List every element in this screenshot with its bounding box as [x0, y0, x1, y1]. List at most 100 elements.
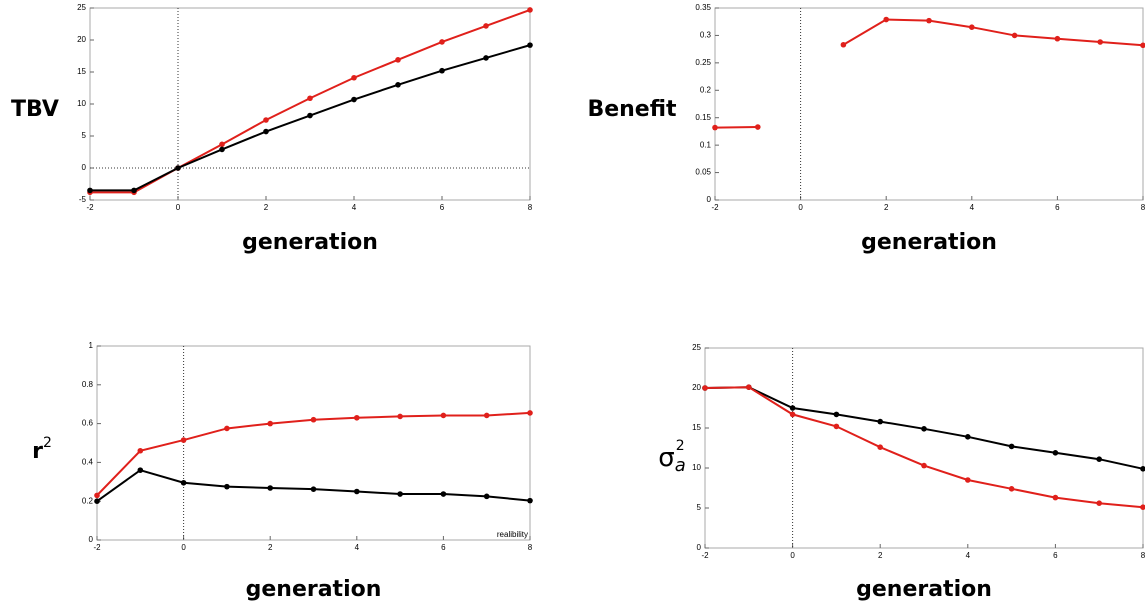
y-tick-label: 0 [82, 163, 87, 172]
point [224, 483, 230, 490]
point [789, 405, 796, 411]
x-tick-label: 8 [528, 543, 533, 552]
point [180, 479, 187, 486]
y-tick-label: 5 [697, 503, 702, 512]
x-tick-label: 0 [790, 551, 795, 560]
point [969, 24, 975, 31]
x-tick-label: 6 [441, 543, 446, 552]
point [1011, 32, 1018, 39]
point [310, 486, 317, 492]
x-tick-label: 4 [970, 203, 975, 212]
x-tick-label: 2 [878, 551, 883, 560]
point [746, 384, 752, 391]
point [87, 187, 93, 194]
point [307, 95, 313, 102]
y-tick-label: 5 [82, 131, 87, 140]
x-tick-label: 4 [355, 543, 360, 552]
point [1008, 486, 1015, 492]
y-tick-label: 0.3 [700, 31, 712, 40]
x-tick-label: 2 [264, 203, 269, 212]
plot-frame [704, 347, 1144, 549]
x-tick-label: -2 [93, 543, 101, 552]
y-tick-label: 10 [692, 463, 701, 472]
point [921, 462, 927, 469]
point [1140, 504, 1145, 510]
point [1140, 466, 1145, 472]
x-axis-label: generation [856, 577, 992, 602]
point [833, 423, 840, 430]
point [267, 485, 274, 491]
point [877, 418, 883, 425]
point [702, 385, 708, 391]
series-line [96, 411, 531, 497]
y-axis-label: Benefit [587, 97, 677, 122]
y-tick-label: 0.8 [82, 380, 94, 389]
point [483, 55, 489, 61]
series-line [90, 8, 531, 194]
plot-frame [714, 7, 1144, 201]
y-tick-label: 0.6 [82, 419, 94, 428]
y-label-sup: 2 [676, 438, 685, 454]
x-tick-label: -2 [701, 551, 709, 560]
point [219, 146, 225, 153]
point [833, 411, 840, 418]
x-axis-label: generation [242, 230, 378, 255]
y-tick-label: 0.15 [695, 113, 711, 122]
point [224, 425, 230, 432]
x-tick-label: 0 [176, 203, 181, 212]
point [877, 444, 883, 451]
point [965, 434, 971, 440]
y-tick-label: 20 [77, 35, 86, 44]
point [351, 96, 357, 103]
point [267, 420, 274, 427]
point [789, 411, 796, 418]
point [131, 187, 137, 194]
x-tick-label: 8 [1141, 203, 1145, 212]
point [483, 493, 490, 500]
x-tick-label: 6 [440, 203, 445, 212]
y-tick-label: 25 [77, 3, 86, 12]
point [840, 41, 847, 48]
x-tick-label: 2 [268, 543, 273, 552]
series-line [96, 469, 531, 503]
y-tick-label: 0.35 [695, 3, 711, 12]
point [439, 67, 445, 74]
point [397, 491, 403, 497]
point [527, 497, 533, 504]
x-tick-label: -2 [86, 203, 94, 212]
y-tick-label: 1 [89, 341, 94, 350]
point [397, 413, 403, 420]
y-tick-label: 0.05 [695, 168, 711, 177]
y-tick-label: 0 [697, 543, 702, 552]
point [180, 437, 187, 443]
y-label-base: r [32, 439, 43, 464]
point [527, 7, 533, 13]
x-tick-label: 0 [181, 543, 186, 552]
point [1140, 42, 1145, 49]
point [94, 498, 100, 505]
y-label-sup: 2 [43, 435, 52, 451]
point [310, 416, 317, 423]
series-line [704, 386, 1144, 509]
x-tick-label: 2 [884, 203, 889, 212]
y-label-base: TBV [11, 97, 59, 122]
y-tick-label: 0 [89, 535, 94, 544]
point [263, 128, 269, 135]
x-tick-label: -2 [711, 203, 719, 212]
point [1052, 494, 1059, 501]
point [354, 414, 360, 421]
x-tick-label: 4 [352, 203, 357, 212]
y-tick-label: 20 [692, 383, 701, 392]
y-tick-label: 0.2 [700, 85, 712, 94]
point [354, 488, 360, 495]
point [351, 74, 357, 81]
y-tick-label: 15 [77, 67, 86, 76]
point [1096, 456, 1102, 463]
point [137, 447, 144, 454]
point [965, 477, 971, 483]
x-axis-label: generation [861, 230, 997, 255]
y-label-base: Benefit [587, 97, 677, 122]
point [440, 491, 447, 497]
point [440, 412, 447, 419]
